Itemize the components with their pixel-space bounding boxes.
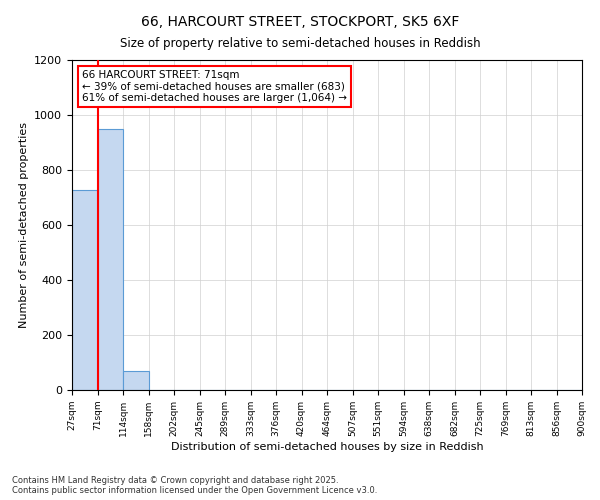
Text: 66 HARCOURT STREET: 71sqm
← 39% of semi-detached houses are smaller (683)
61% of: 66 HARCOURT STREET: 71sqm ← 39% of semi-…	[82, 70, 347, 103]
Text: Size of property relative to semi-detached houses in Reddish: Size of property relative to semi-detach…	[119, 38, 481, 51]
Bar	[123, 371, 149, 390]
Y-axis label: Number of semi-detached properties: Number of semi-detached properties	[19, 122, 29, 328]
X-axis label: Distribution of semi-detached houses by size in Reddish: Distribution of semi-detached houses by …	[170, 442, 484, 452]
Bar	[72, 190, 97, 390]
Bar	[97, 128, 123, 390]
Text: 66, HARCOURT STREET, STOCKPORT, SK5 6XF: 66, HARCOURT STREET, STOCKPORT, SK5 6XF	[141, 15, 459, 29]
Text: Contains HM Land Registry data © Crown copyright and database right 2025.
Contai: Contains HM Land Registry data © Crown c…	[12, 476, 377, 495]
